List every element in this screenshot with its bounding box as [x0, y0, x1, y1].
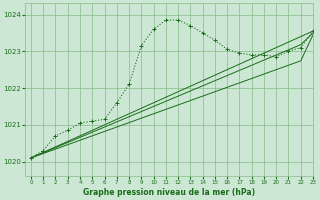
- X-axis label: Graphe pression niveau de la mer (hPa): Graphe pression niveau de la mer (hPa): [83, 188, 255, 197]
